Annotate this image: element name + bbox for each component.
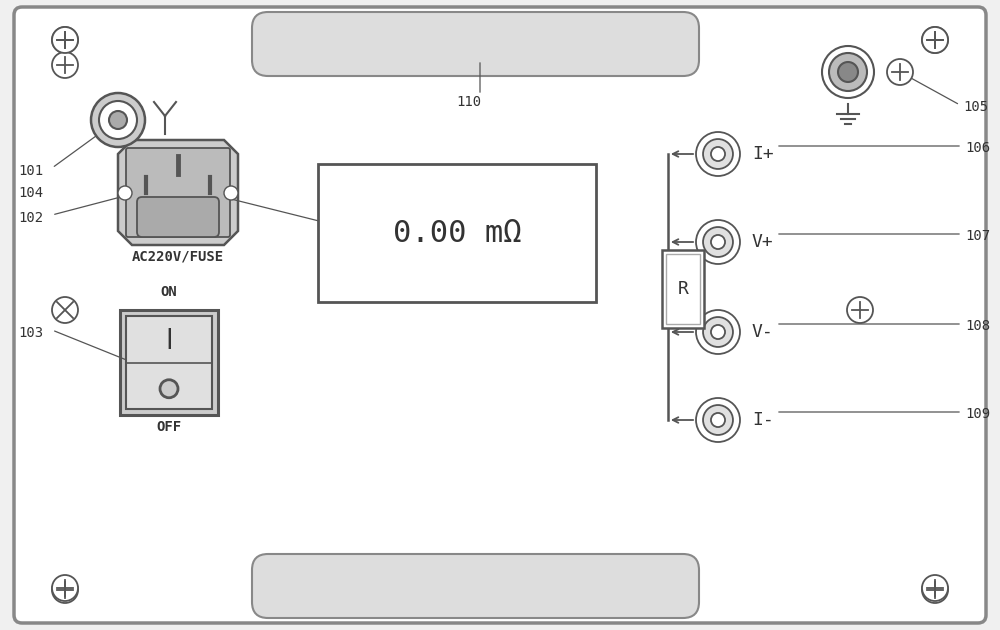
Circle shape <box>922 27 948 53</box>
Circle shape <box>922 577 948 603</box>
Circle shape <box>922 575 948 601</box>
Circle shape <box>109 111 127 129</box>
FancyBboxPatch shape <box>252 554 699 618</box>
Text: 107: 107 <box>965 229 990 243</box>
Polygon shape <box>118 140 238 245</box>
Circle shape <box>703 227 733 257</box>
Text: V-: V- <box>752 323 774 341</box>
Text: V+: V+ <box>752 233 774 251</box>
FancyBboxPatch shape <box>252 12 699 76</box>
Text: I-: I- <box>752 411 774 429</box>
Circle shape <box>703 317 733 347</box>
Text: OFF: OFF <box>156 420 182 434</box>
Bar <box>120 310 218 415</box>
Circle shape <box>52 575 78 601</box>
Bar <box>666 254 700 324</box>
Text: AC220V/FUSE: AC220V/FUSE <box>132 250 224 264</box>
Circle shape <box>711 325 725 339</box>
Text: ON: ON <box>161 285 177 299</box>
Circle shape <box>696 220 740 264</box>
Circle shape <box>838 62 858 82</box>
Circle shape <box>52 27 78 53</box>
Circle shape <box>847 297 873 323</box>
Circle shape <box>711 235 725 249</box>
Bar <box>318 164 596 302</box>
Circle shape <box>829 53 867 91</box>
Text: 104: 104 <box>18 186 43 200</box>
Text: 108: 108 <box>965 319 990 333</box>
Circle shape <box>160 380 178 398</box>
Circle shape <box>922 27 948 53</box>
Text: 101: 101 <box>18 164 43 178</box>
Circle shape <box>52 577 78 603</box>
FancyBboxPatch shape <box>14 7 986 623</box>
Circle shape <box>696 132 740 176</box>
Circle shape <box>52 27 78 53</box>
Text: 110: 110 <box>456 95 481 109</box>
Text: 103: 103 <box>18 326 43 340</box>
Circle shape <box>91 93 145 147</box>
Circle shape <box>711 413 725 427</box>
Text: 109: 109 <box>965 407 990 421</box>
Circle shape <box>99 101 137 139</box>
Text: R: R <box>678 280 688 298</box>
Bar <box>126 316 212 409</box>
FancyBboxPatch shape <box>137 197 219 237</box>
Bar <box>662 250 704 328</box>
Text: 105: 105 <box>963 100 988 114</box>
Circle shape <box>703 405 733 435</box>
Text: 106: 106 <box>965 141 990 155</box>
Text: 102: 102 <box>18 211 43 225</box>
Circle shape <box>887 59 913 85</box>
Text: |: | <box>165 328 173 349</box>
Circle shape <box>224 186 238 200</box>
FancyBboxPatch shape <box>126 148 230 237</box>
Circle shape <box>696 398 740 442</box>
Text: 0.00 mΩ: 0.00 mΩ <box>393 219 521 248</box>
Circle shape <box>711 147 725 161</box>
Circle shape <box>696 310 740 354</box>
Text: I+: I+ <box>752 145 774 163</box>
Circle shape <box>52 52 78 78</box>
Circle shape <box>52 297 78 323</box>
Circle shape <box>118 186 132 200</box>
Circle shape <box>703 139 733 169</box>
Circle shape <box>822 46 874 98</box>
